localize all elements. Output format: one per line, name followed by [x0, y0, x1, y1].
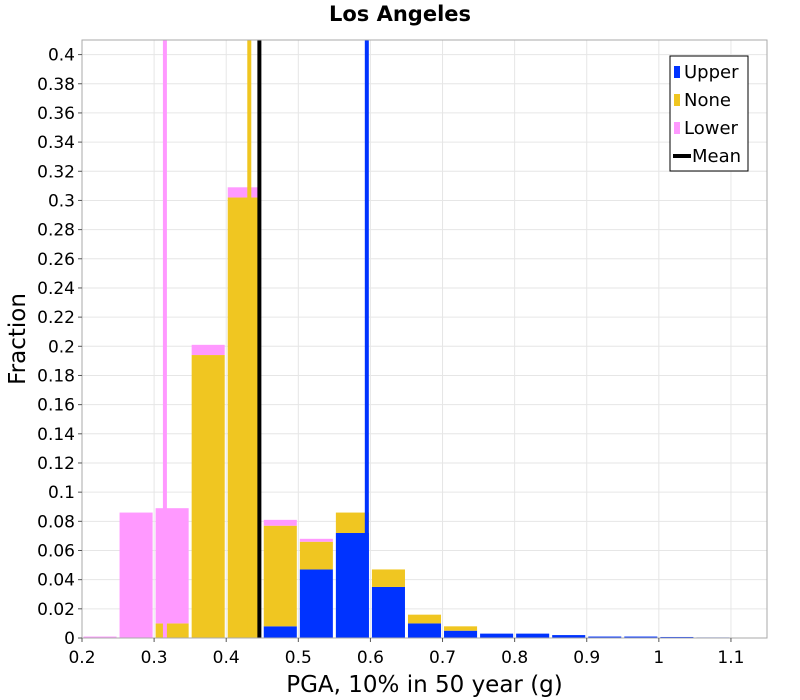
y-tick-label: 0.22 [37, 308, 75, 328]
bar-upper [480, 633, 514, 638]
legend-swatch-upper [674, 66, 680, 78]
y-tick-label: 0 [64, 629, 75, 649]
x-axis-title: PGA, 10% in 50 year (g) [286, 672, 563, 698]
y-tick-label: 0.1 [48, 483, 75, 503]
bar-lower [83, 636, 117, 638]
bar-upper [516, 633, 550, 638]
bar-lower [191, 344, 225, 356]
bar-none [444, 626, 478, 631]
legend-label-upper: Upper [684, 62, 739, 83]
plot-area-frame [81, 39, 768, 639]
legend: Upper None Lower Mean [669, 55, 749, 172]
bar-upper [552, 635, 586, 638]
x-tick-label: 0.9 [573, 648, 600, 668]
x-axis-ticks: 0.2 0.3 0.4 0.5 0.6 0.7 0.8 0.9 1 1.1 [68, 638, 744, 668]
bar-none [371, 569, 405, 587]
y-tick-label: 0.12 [37, 454, 75, 474]
y-tick-label: 0.32 [37, 162, 75, 182]
bar-upper [624, 636, 658, 638]
y-tick-label: 0.24 [37, 279, 75, 299]
y-tick-label: 0.14 [37, 425, 75, 445]
y-tick-label: 0.08 [37, 512, 75, 532]
bar-upper [407, 623, 442, 638]
y-tick-label: 0.28 [37, 221, 75, 241]
y-tick-label: 0.26 [37, 250, 75, 270]
legend-swatch-lower [674, 122, 680, 134]
bar-none [299, 541, 333, 570]
y-tick-label: 0.34 [37, 133, 75, 153]
y-tick-label: 0.18 [37, 366, 75, 386]
legend-label-mean: Mean [692, 146, 741, 167]
legend-swatch-mean [673, 154, 691, 158]
y-tick-label: 0.16 [37, 396, 75, 416]
bar-upper [371, 586, 405, 638]
x-tick-label: 1 [653, 648, 664, 668]
bar-lower [263, 519, 297, 526]
y-tick-label: 0.4 [48, 46, 75, 66]
bar-none [335, 512, 369, 533]
x-tick-label: 1.1 [717, 648, 744, 668]
x-tick-label: 0.6 [357, 648, 384, 668]
y-axis-ticks: 0 0.02 0.04 0.06 0.08 0.1 0.12 0.14 0.16 0.18 0.2 0… [37, 46, 82, 649]
chart-title: Los Angeles [328, 2, 472, 26]
bar-upper [660, 636, 694, 638]
y-tick-label: 0.02 [37, 600, 75, 620]
legend-swatch-none [674, 94, 680, 106]
legend-box [669, 55, 749, 172]
y-tick-label: 0.38 [37, 75, 75, 95]
bar-none [191, 355, 225, 638]
vertical-marker-lines [162, 40, 369, 638]
bar-lower [119, 512, 153, 638]
x-tick-label: 0.4 [213, 648, 240, 668]
y-tick-label: 0.2 [48, 337, 75, 357]
bar-upper [299, 569, 333, 638]
y-tick-label: 0.06 [37, 541, 75, 561]
bar-none [263, 525, 297, 627]
y-tick-label: 0.3 [48, 191, 75, 211]
bar-upper [444, 630, 478, 638]
x-tick-label: 0.7 [429, 648, 456, 668]
bar-upper [335, 532, 369, 638]
bar-none [227, 197, 261, 638]
bar-none [155, 623, 189, 638]
legend-label-lower: Lower [684, 118, 739, 139]
bar-lower [227, 187, 261, 198]
y-tick-label: 0.36 [37, 104, 75, 124]
x-tick-label: 0.2 [68, 648, 95, 668]
bar-lower [155, 508, 189, 624]
x-tick-label: 0.8 [501, 648, 528, 668]
x-tick-label: 0.3 [141, 648, 168, 668]
bar-upper [588, 636, 622, 638]
y-tick-label: 0.04 [37, 571, 75, 591]
bar-upper [263, 626, 297, 638]
y-axis-title: Fraction [5, 293, 31, 385]
bar-lower [299, 538, 333, 542]
legend-label-none: None [684, 90, 731, 111]
x-tick-label: 0.5 [285, 648, 312, 668]
histogram-bars [83, 187, 766, 639]
bar-none [407, 614, 442, 624]
